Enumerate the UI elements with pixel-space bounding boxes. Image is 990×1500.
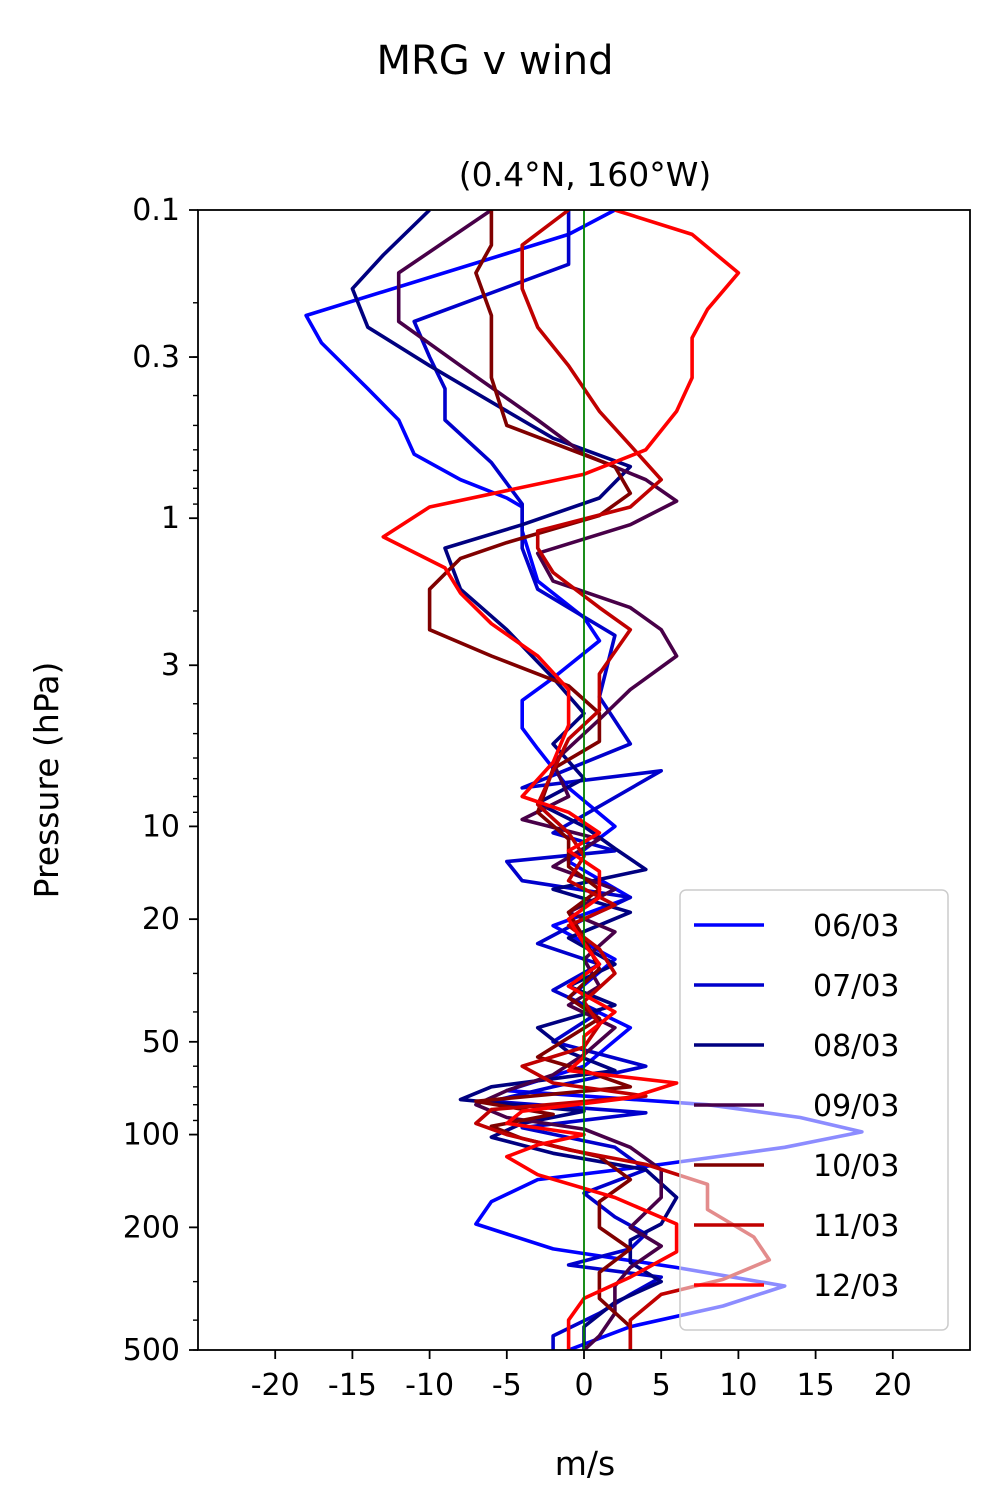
y-tick-label: 0.3 bbox=[132, 340, 180, 375]
legend-label: 10/03 bbox=[813, 1149, 899, 1184]
x-tick-label: 0 bbox=[574, 1368, 593, 1403]
chart-subtitle: (0.4°N, 160°W) bbox=[459, 155, 712, 194]
x-tick-label: 15 bbox=[797, 1368, 835, 1403]
legend-entry: 07/03 bbox=[694, 969, 899, 1004]
y-tick-label: 10 bbox=[142, 809, 180, 844]
y-tick-label: 50 bbox=[142, 1025, 180, 1060]
legend-label: 11/03 bbox=[813, 1209, 899, 1244]
series-line-12-03 bbox=[381, 210, 741, 1350]
legend-label: 08/03 bbox=[813, 1029, 899, 1064]
y-tick-label: 0.1 bbox=[132, 193, 180, 228]
legend-label: 09/03 bbox=[813, 1089, 899, 1124]
y-tick-label: 100 bbox=[123, 1118, 180, 1153]
x-tick-label: -20 bbox=[251, 1368, 300, 1403]
y-tick-label: 500 bbox=[123, 1333, 180, 1368]
legend: 06/03 07/03 08/03 09/03 10/03 11/03 12/03 bbox=[679, 889, 949, 1331]
legend-entry: 08/03 bbox=[694, 1029, 899, 1064]
x-tick-label: 20 bbox=[874, 1368, 912, 1403]
y-tick-label: 200 bbox=[123, 1210, 180, 1245]
x-tick-label: -15 bbox=[328, 1368, 377, 1403]
x-tick-label: 10 bbox=[719, 1368, 757, 1403]
legend-entry: 11/03 bbox=[694, 1209, 899, 1244]
x-tick-label: -10 bbox=[405, 1368, 454, 1403]
legend-entry: 06/03 bbox=[694, 909, 899, 944]
y-tick-label: 20 bbox=[142, 902, 180, 937]
legend-entry: 09/03 bbox=[694, 1089, 899, 1124]
y-axis-label: Pressure (hPa) bbox=[27, 662, 66, 899]
y-tick-label: 1 bbox=[161, 501, 180, 536]
chart-title: MRG v wind bbox=[377, 38, 614, 84]
legend-entry: 10/03 bbox=[694, 1149, 899, 1184]
legend-label: 12/03 bbox=[813, 1269, 899, 1304]
legend-entry: 12/03 bbox=[694, 1269, 899, 1304]
series-group bbox=[304, 210, 864, 1350]
x-tick-label: 5 bbox=[652, 1368, 671, 1403]
legend-label: 06/03 bbox=[813, 909, 899, 944]
legend-label: 07/03 bbox=[813, 969, 899, 1004]
y-tick-label: 3 bbox=[161, 648, 180, 683]
legend-box bbox=[679, 889, 949, 1331]
x-axis-label: m/s bbox=[555, 1444, 615, 1483]
plot-area: -20 -15 -10 -5 0 5 10 15 20 0.1 0.3 1 3 10 20 50 100 200 5… bbox=[123, 193, 971, 1403]
x-tick-label: -5 bbox=[492, 1368, 522, 1403]
